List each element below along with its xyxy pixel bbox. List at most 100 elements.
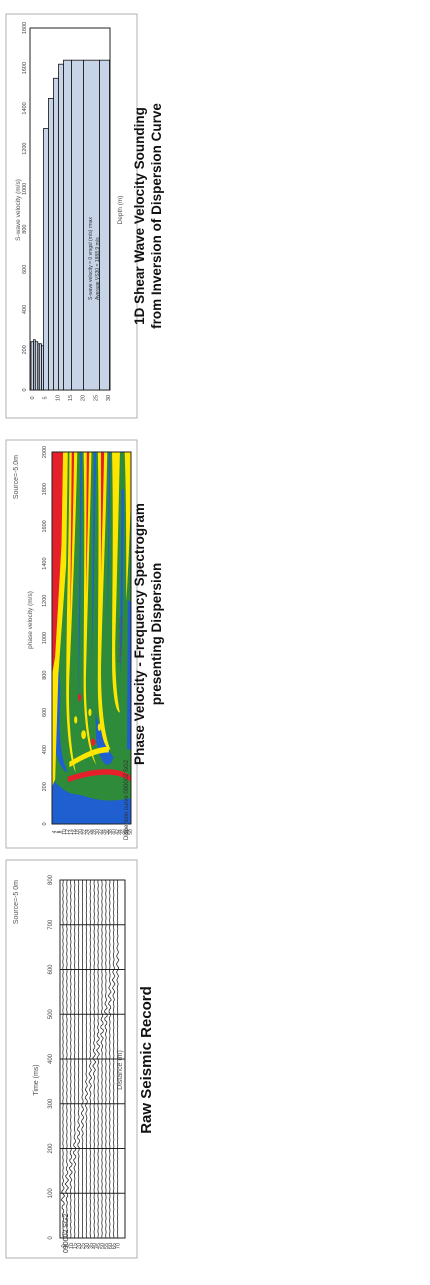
seismic-trace (107, 879, 112, 1239)
seismic-time-tick: 400 (48, 1053, 54, 1064)
velocity-tick-labels: 0 200 400 600 800 1000 1200 1400 1600 1800 (22, 22, 28, 392)
spectrogram-frequency-tick: 26 (88, 829, 94, 835)
spectrogram-frequency-tick: 18 (75, 829, 81, 835)
spectrogram-frequency-tick: 4 (52, 830, 58, 833)
depth-tick: 10 (55, 395, 61, 401)
velocity-layer-bar (48, 97, 54, 391)
spectrogram-velocity-tick: 2000 (42, 446, 48, 458)
seismic-distance-tick: 60 (108, 1243, 114, 1249)
velocity-layer-bar (53, 77, 59, 391)
spectrogram-frequency-tick: 28 (92, 829, 98, 835)
depth-tick: 25 (93, 395, 99, 401)
spectrogram-frequency-tick: 32 (98, 829, 104, 835)
spectrogram-frequency-tick: 34 (102, 829, 108, 835)
spectrogram-source-label: Source=-5.0m (13, 455, 20, 499)
seismic-distance-axis-label: Distance (m) (117, 1050, 124, 1090)
depth-tick-labels: 0 5 10 15 20 25 30 (30, 395, 112, 401)
spectrogram-velocity-tick: 1200 (42, 595, 48, 607)
seismic-caption: Raw Seismic Record (138, 986, 155, 1134)
velocity-tick: 1600 (22, 62, 28, 74)
spectrogram-velocity-tick: 1800 (42, 483, 48, 495)
velocity-tick: 1000 (22, 183, 28, 195)
seismic-distance-tick: 55 (104, 1243, 110, 1249)
spectrogram-velocity-tick: 600 (42, 708, 48, 717)
spectrogram-caption-line1: Phase Velocity - Frequency Spectrogram (132, 503, 147, 765)
spectrogram-curve-label: Dispersion curve 090002 SG2 (124, 759, 130, 840)
seismic-trace (77, 879, 81, 1239)
seismic-source-label: Source=-5 0m (13, 880, 20, 924)
seismic-trace (60, 879, 66, 1239)
seismic-distance-tick: 30 (84, 1243, 90, 1249)
depth-tick: 5 (43, 396, 49, 399)
spectrogram-frequency-tick: 24 (85, 829, 91, 835)
seismic-distance-tick: 15 (73, 1243, 79, 1249)
seismic-time-axis-label: Time (ms) (33, 1064, 40, 1095)
seismic-distance-tick: 40 (92, 1243, 98, 1249)
velocity-tick: 600 (22, 265, 28, 274)
spectrogram-velocity-tick: 1000 (42, 632, 48, 644)
spectrogram-frequency-tick: 44 (118, 829, 124, 835)
velocity-tick: 200 (22, 345, 28, 354)
spectrogram-velocity-tick: 200 (42, 782, 48, 791)
velocity-layer-bar (71, 59, 84, 391)
seismic-distance-tick: 0 (61, 1244, 67, 1247)
velocity-legend-line1: S-wave velocity = 0 vmgsl (m/s) rmax (88, 217, 94, 300)
seismic-time-tick: 200 (48, 1143, 54, 1154)
seismic-distance-tick: 35 (88, 1243, 94, 1249)
seismic-trace (73, 879, 77, 1239)
spectrogram-velocity-axis-label: phase velocity (m/s) (27, 591, 34, 649)
seismic-trace (104, 879, 108, 1239)
velocity-panel: S-wave velocity (m/s) 020040060080010001… (5, 13, 164, 419)
seismic-panel: Source=-5 0m Time (ms) 01002003004005006… (5, 859, 155, 1259)
seismic-time-tick: 0 (48, 1236, 54, 1240)
spectrogram-frequency-tick-labels: 4681012141618202224262830323436384042444… (52, 829, 134, 835)
velocity-tick: 1200 (22, 143, 28, 155)
spectrogram-frequency-tick: 14 (69, 829, 75, 835)
seismic-time-tick: 300 (48, 1098, 54, 1109)
velocity-layer-bar (63, 59, 72, 391)
seismic-trace (92, 879, 97, 1239)
spectrogram-caption-line2: presenting Dispersion (149, 563, 164, 706)
spectrogram-frequency-tick: 20 (78, 829, 84, 835)
spectrogram-frequency-tick: 22 (82, 829, 88, 835)
seismic-distance-tick: 25 (81, 1243, 87, 1249)
spectrogram-panel: Source=-5.0m phase velocity (m/s) 0 200 40… (5, 439, 164, 849)
seismic-time-tick: 500 (48, 1009, 54, 1020)
seismic-trace (84, 879, 88, 1239)
seismic-trace (68, 879, 73, 1239)
spectrogram-frequency-tick: 10 (62, 829, 68, 835)
depth-tick: 0 (30, 396, 36, 399)
seismic-trace (100, 879, 104, 1239)
seismic-trace (111, 879, 116, 1239)
velocity-tick: 1800 (22, 22, 28, 34)
seismic-trace (88, 879, 93, 1239)
velocity-layer-bar (58, 63, 64, 391)
seismic-distance-tick: 10 (69, 1243, 75, 1249)
spectrogram-frequency-tick: 30 (95, 829, 101, 835)
depth-tick: 15 (68, 395, 74, 401)
seismic-trace (96, 879, 101, 1239)
seismic-distance-tick: 50 (100, 1243, 106, 1249)
spectrogram-frequency-tick: 48 (125, 829, 131, 835)
spectrogram-frequency-tick: 40 (111, 829, 117, 835)
velocity-caption-line1: 1D Shear Wave Velocity Sounding (132, 107, 147, 325)
spectrogram-frequency-tick: 42 (115, 829, 121, 835)
seismic-time-tick: 800 (48, 874, 54, 885)
spectrogram-velocity-tick-labels: 0 200 400 600 800 1000 1200 1400 1600 1800 2000 (42, 446, 48, 826)
velocity-axis-label: S-wave velocity (m/s) (15, 179, 22, 241)
spectrogram-plot-frame (51, 451, 132, 825)
seismic-distance-tick: 65 (112, 1243, 118, 1249)
spectrogram-frequency-tick: 6 (55, 830, 61, 833)
seismic-distance-tick: 70 (116, 1243, 122, 1249)
spectrogram-frequency-tick: 8 (59, 830, 65, 833)
seismic-time-tick: 100 (48, 1188, 54, 1199)
spectrogram-frequency-tick: 36 (105, 829, 111, 835)
spectrogram-frequency-axis-label: Frequency (Hz) (117, 618, 124, 663)
seismic-time-tick: 700 (48, 919, 54, 930)
seismic-trace (115, 879, 120, 1239)
seismic-traces (60, 879, 120, 1239)
spectrogram-velocity-tick: 0 (42, 822, 48, 825)
